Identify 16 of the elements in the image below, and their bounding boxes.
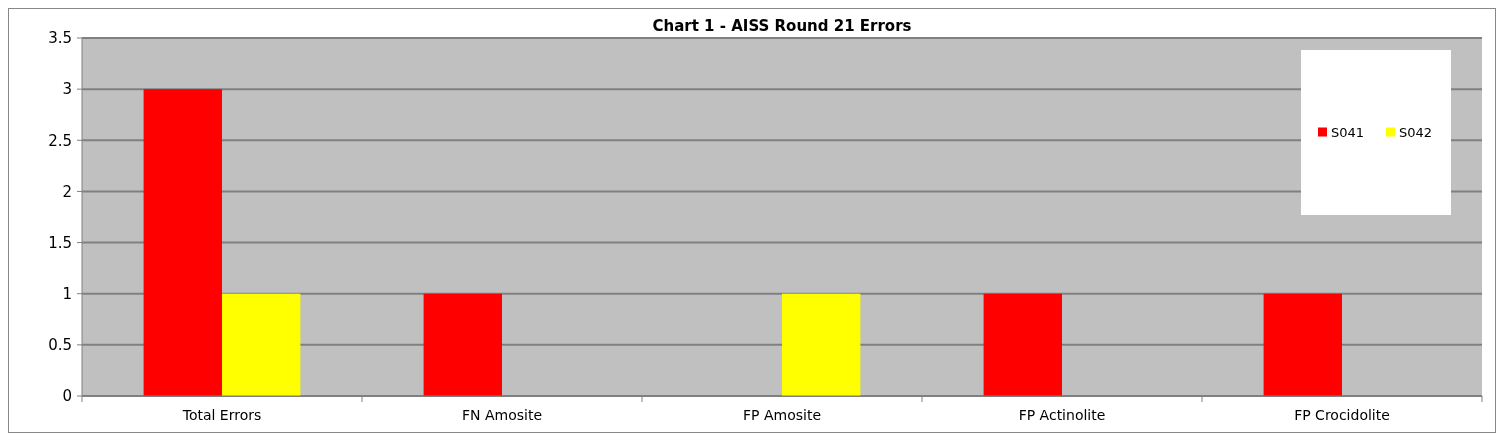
y-tick-label: 1.5 — [48, 233, 72, 252]
y-tick-label: 1 — [62, 284, 72, 303]
x-tick-label: Total Errors — [181, 407, 262, 423]
legend-label: S042 — [1399, 125, 1433, 141]
x-tick-label: FP Crocidolite — [1294, 407, 1390, 423]
x-tick-label: FP Amosite — [742, 407, 822, 423]
y-tick-label: 3.5 — [48, 29, 72, 48]
y-tick-label: 0.5 — [48, 336, 72, 355]
x-tick-label: FN Amosite — [461, 407, 543, 423]
y-tick-label: 2 — [62, 182, 72, 201]
x-tick-label: FP Actinolite — [1018, 407, 1106, 423]
legend-label: S041 — [1331, 125, 1365, 141]
y-tick-label: 2.5 — [48, 131, 72, 150]
y-tick-label: 3 — [62, 80, 72, 99]
y-tick-label: 0 — [62, 387, 72, 406]
chart-title: Chart 1 - AISS Round 21 Errors — [652, 17, 912, 35]
